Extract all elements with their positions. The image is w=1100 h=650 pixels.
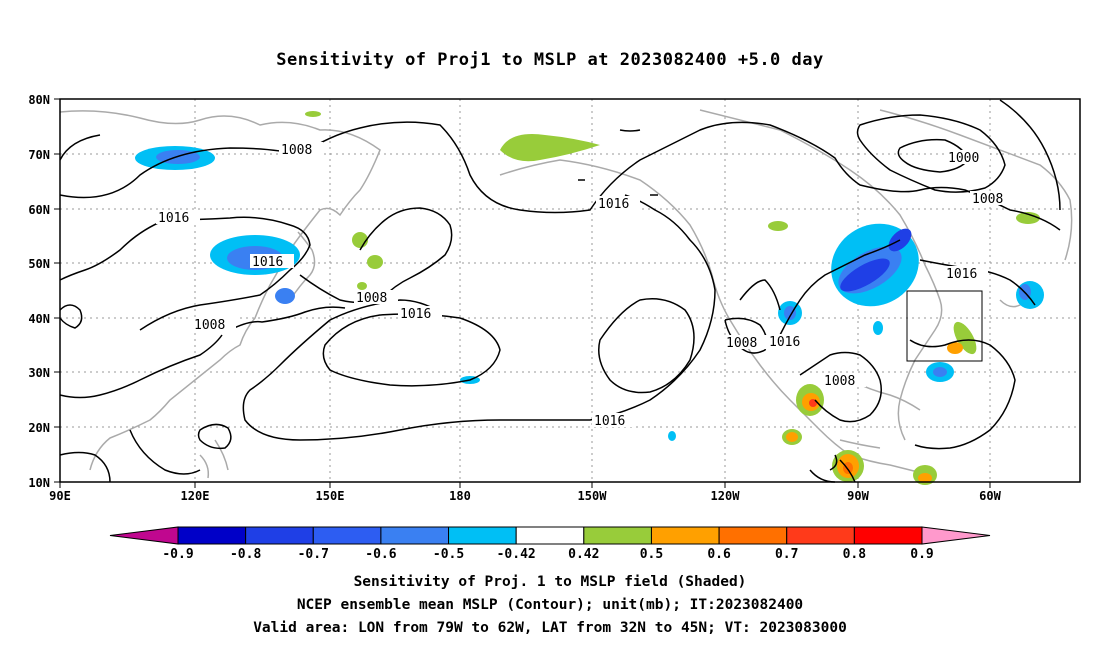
contour-label: 1008 — [194, 318, 225, 333]
lon-label: 150W — [578, 489, 608, 503]
contour-label: 1016 — [598, 197, 629, 212]
colorbar-tick-label: -0.7 — [298, 547, 329, 562]
lon-label: 90E — [49, 489, 71, 503]
colorbar: -0.9 -0.8 -0.7 -0.6 -0.5 -0.42 0.42 0.5 0.6 0.7 0.… — [109, 526, 991, 562]
plot-title: Sensitivity of Proj1 to MSLP at 20230824… — [276, 50, 824, 70]
colorbar-box — [245, 526, 314, 545]
caption-line-3: Valid area: LON from 79W to 62W, LAT fro… — [253, 620, 847, 636]
contour-label-group: 1008 1016 1016 1008 1008 1016 1016 1016 … — [156, 142, 1014, 429]
lon-label: 150E — [316, 489, 345, 503]
colorbar-box — [650, 526, 720, 545]
contour-label: 1016 — [158, 211, 189, 226]
lon-label: 90W — [847, 489, 869, 503]
colorbar-tick-label: 0.42 — [568, 547, 599, 562]
lon-label: 120E — [181, 489, 210, 503]
lon-label: 180 — [449, 489, 471, 503]
contour-label: 1016 — [594, 414, 625, 429]
contour-label: 1008 — [726, 336, 757, 351]
colorbar-tick-label: 0.5 — [640, 547, 663, 562]
contour-label: 1016 — [769, 335, 800, 350]
colorbar-tick-label: -0.9 — [162, 547, 193, 562]
lat-label: 50N — [28, 257, 50, 271]
colorbar-tick-label: -0.5 — [433, 547, 464, 562]
lon-label: 60W — [979, 489, 1001, 503]
caption-line-2: NCEP ensemble mean MSLP (Contour); unit(… — [296, 597, 804, 613]
mslp-contours — [59, 99, 1061, 483]
colorbar-box — [786, 526, 855, 545]
colorbar-tick-label: -0.8 — [230, 547, 261, 562]
contour-label: 1008 — [356, 291, 387, 306]
colorbar-low-triangle — [109, 526, 179, 545]
lat-label: 20N — [28, 421, 50, 435]
colorbar-box — [515, 526, 585, 545]
valid-area-box — [906, 290, 983, 362]
lat-label: 10N — [28, 476, 50, 490]
lat-label: 60N — [28, 203, 50, 217]
caption-line-1: Sensitivity of Proj. 1 to MSLP field (Sh… — [353, 574, 747, 590]
lat-label: 30N — [28, 366, 50, 380]
contour-label: 1016 — [400, 307, 431, 322]
contour-label: 1016 — [252, 255, 283, 270]
colorbar-tick-label: 0.8 — [843, 547, 867, 562]
colorbar-high-triangle — [921, 526, 991, 545]
contour-label: 1016 — [946, 267, 977, 282]
colorbar-tick-label: -0.42 — [497, 547, 536, 562]
colorbar-box — [177, 526, 247, 545]
colorbar-box — [312, 526, 382, 545]
contour-label: 1008 — [824, 374, 855, 389]
colorbar-box — [380, 526, 450, 545]
colorbar-tick-label: 0.9 — [910, 547, 933, 562]
colorbar-box — [853, 526, 923, 545]
lat-label: 70N — [28, 148, 50, 162]
contour-label: 1008 — [281, 143, 312, 158]
lat-label: 80N — [28, 93, 50, 107]
colorbar-box — [718, 526, 788, 545]
colorbar-box — [583, 526, 652, 545]
map-frame — [59, 98, 1081, 483]
lon-label: 120W — [711, 489, 741, 503]
colorbar-box — [448, 526, 517, 545]
contour-label: 1008 — [972, 192, 1003, 207]
colorbar-tick-label: -0.6 — [365, 547, 396, 562]
colorbar-tick-label: 0.6 — [707, 547, 731, 562]
colorbar-tick-label: 0.7 — [775, 547, 798, 562]
lat-label: 40N — [28, 312, 50, 326]
contour-label: 1000 — [948, 151, 979, 166]
